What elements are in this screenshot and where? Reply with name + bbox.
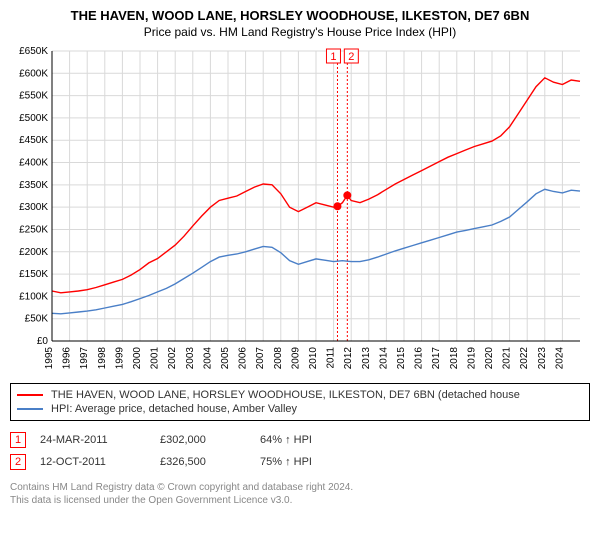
svg-text:1997: 1997: [79, 347, 90, 370]
svg-text:£100K: £100K: [19, 291, 48, 302]
svg-text:£200K: £200K: [19, 247, 48, 258]
chart-area: £0 £50K £100K £150K £200K £250K £300K £350K £400…: [10, 45, 590, 375]
svg-text:2006: 2006: [238, 347, 249, 370]
callout-pct: 64% ↑ HPI: [260, 434, 380, 446]
legend-row: THE HAVEN, WOOD LANE, HORSLEY WOODHOUSE,…: [17, 388, 583, 402]
svg-text:2005: 2005: [220, 347, 231, 370]
svg-text:£150K: £150K: [19, 269, 48, 280]
svg-text:£600K: £600K: [19, 68, 48, 79]
footer-line1: Contains HM Land Registry data © Crown c…: [10, 481, 590, 494]
callout-row: 2 12-OCT-2011£326,50075% ↑ HPI: [10, 451, 590, 473]
callout-date: 24-MAR-2011: [40, 434, 160, 446]
svg-text:1: 1: [330, 51, 336, 63]
footer-line2: This data is licensed under the Open Gov…: [10, 494, 590, 507]
svg-text:2010: 2010: [308, 347, 319, 370]
title-subtitle: Price paid vs. HM Land Registry's House …: [10, 25, 590, 39]
footer: Contains HM Land Registry data © Crown c…: [10, 481, 590, 507]
svg-text:2: 2: [348, 51, 354, 63]
line-chart: £0 £50K £100K £150K £200K £250K £300K £350K £400…: [10, 45, 590, 375]
svg-text:£300K: £300K: [19, 202, 48, 213]
svg-text:£550K: £550K: [19, 91, 48, 102]
svg-text:2024: 2024: [554, 347, 565, 370]
svg-text:2023: 2023: [537, 347, 548, 370]
svg-text:2002: 2002: [167, 347, 178, 370]
svg-text:2012: 2012: [343, 347, 354, 370]
svg-text:2021: 2021: [502, 347, 513, 370]
svg-text:2004: 2004: [202, 347, 213, 370]
svg-text:2022: 2022: [519, 347, 530, 370]
svg-text:£350K: £350K: [19, 180, 48, 191]
svg-text:2020: 2020: [484, 347, 495, 370]
svg-text:2000: 2000: [132, 347, 143, 370]
callout-badge: 1: [10, 432, 26, 448]
svg-text:£0: £0: [37, 336, 49, 347]
svg-text:2016: 2016: [414, 347, 425, 370]
title-address: THE HAVEN, WOOD LANE, HORSLEY WOODHOUSE,…: [10, 8, 590, 23]
svg-text:2003: 2003: [185, 347, 196, 370]
svg-text:2011: 2011: [326, 347, 337, 369]
callout-price: £326,500: [160, 456, 260, 468]
title-block: THE HAVEN, WOOD LANE, HORSLEY WOODHOUSE,…: [10, 8, 590, 39]
svg-text:£650K: £650K: [19, 46, 48, 57]
svg-text:2018: 2018: [449, 347, 460, 370]
callouts: 1 24-MAR-2011£302,00064% ↑ HPI 2 12-OCT-201…: [10, 429, 590, 473]
callout-price: £302,000: [160, 434, 260, 446]
callout-date: 12-OCT-2011: [40, 456, 160, 468]
legend-swatch: [17, 408, 43, 410]
legend-label: HPI: Average price, detached house, Ambe…: [51, 403, 297, 415]
svg-text:2017: 2017: [431, 347, 442, 370]
svg-text:1999: 1999: [114, 347, 125, 370]
svg-text:£50K: £50K: [25, 314, 49, 325]
svg-text:1996: 1996: [62, 347, 73, 370]
svg-text:2013: 2013: [361, 347, 372, 370]
svg-text:£450K: £450K: [19, 135, 48, 146]
svg-text:2014: 2014: [378, 347, 389, 370]
svg-text:£250K: £250K: [19, 224, 48, 235]
svg-text:2008: 2008: [273, 347, 284, 370]
svg-text:1998: 1998: [97, 347, 108, 370]
svg-text:2007: 2007: [255, 347, 266, 370]
svg-text:2015: 2015: [396, 347, 407, 370]
svg-text:1995: 1995: [44, 347, 55, 370]
svg-text:£500K: £500K: [19, 113, 48, 124]
svg-text:£400K: £400K: [19, 158, 48, 169]
svg-text:2019: 2019: [466, 347, 477, 370]
legend: THE HAVEN, WOOD LANE, HORSLEY WOODHOUSE,…: [10, 383, 590, 421]
svg-text:2001: 2001: [150, 347, 161, 370]
legend-swatch: [17, 394, 43, 396]
svg-text:2009: 2009: [290, 347, 301, 370]
callout-badge: 2: [10, 454, 26, 470]
callout-pct: 75% ↑ HPI: [260, 456, 380, 468]
legend-row: HPI: Average price, detached house, Ambe…: [17, 402, 583, 416]
legend-label: THE HAVEN, WOOD LANE, HORSLEY WOODHOUSE,…: [51, 389, 520, 401]
callout-row: 1 24-MAR-2011£302,00064% ↑ HPI: [10, 429, 590, 451]
